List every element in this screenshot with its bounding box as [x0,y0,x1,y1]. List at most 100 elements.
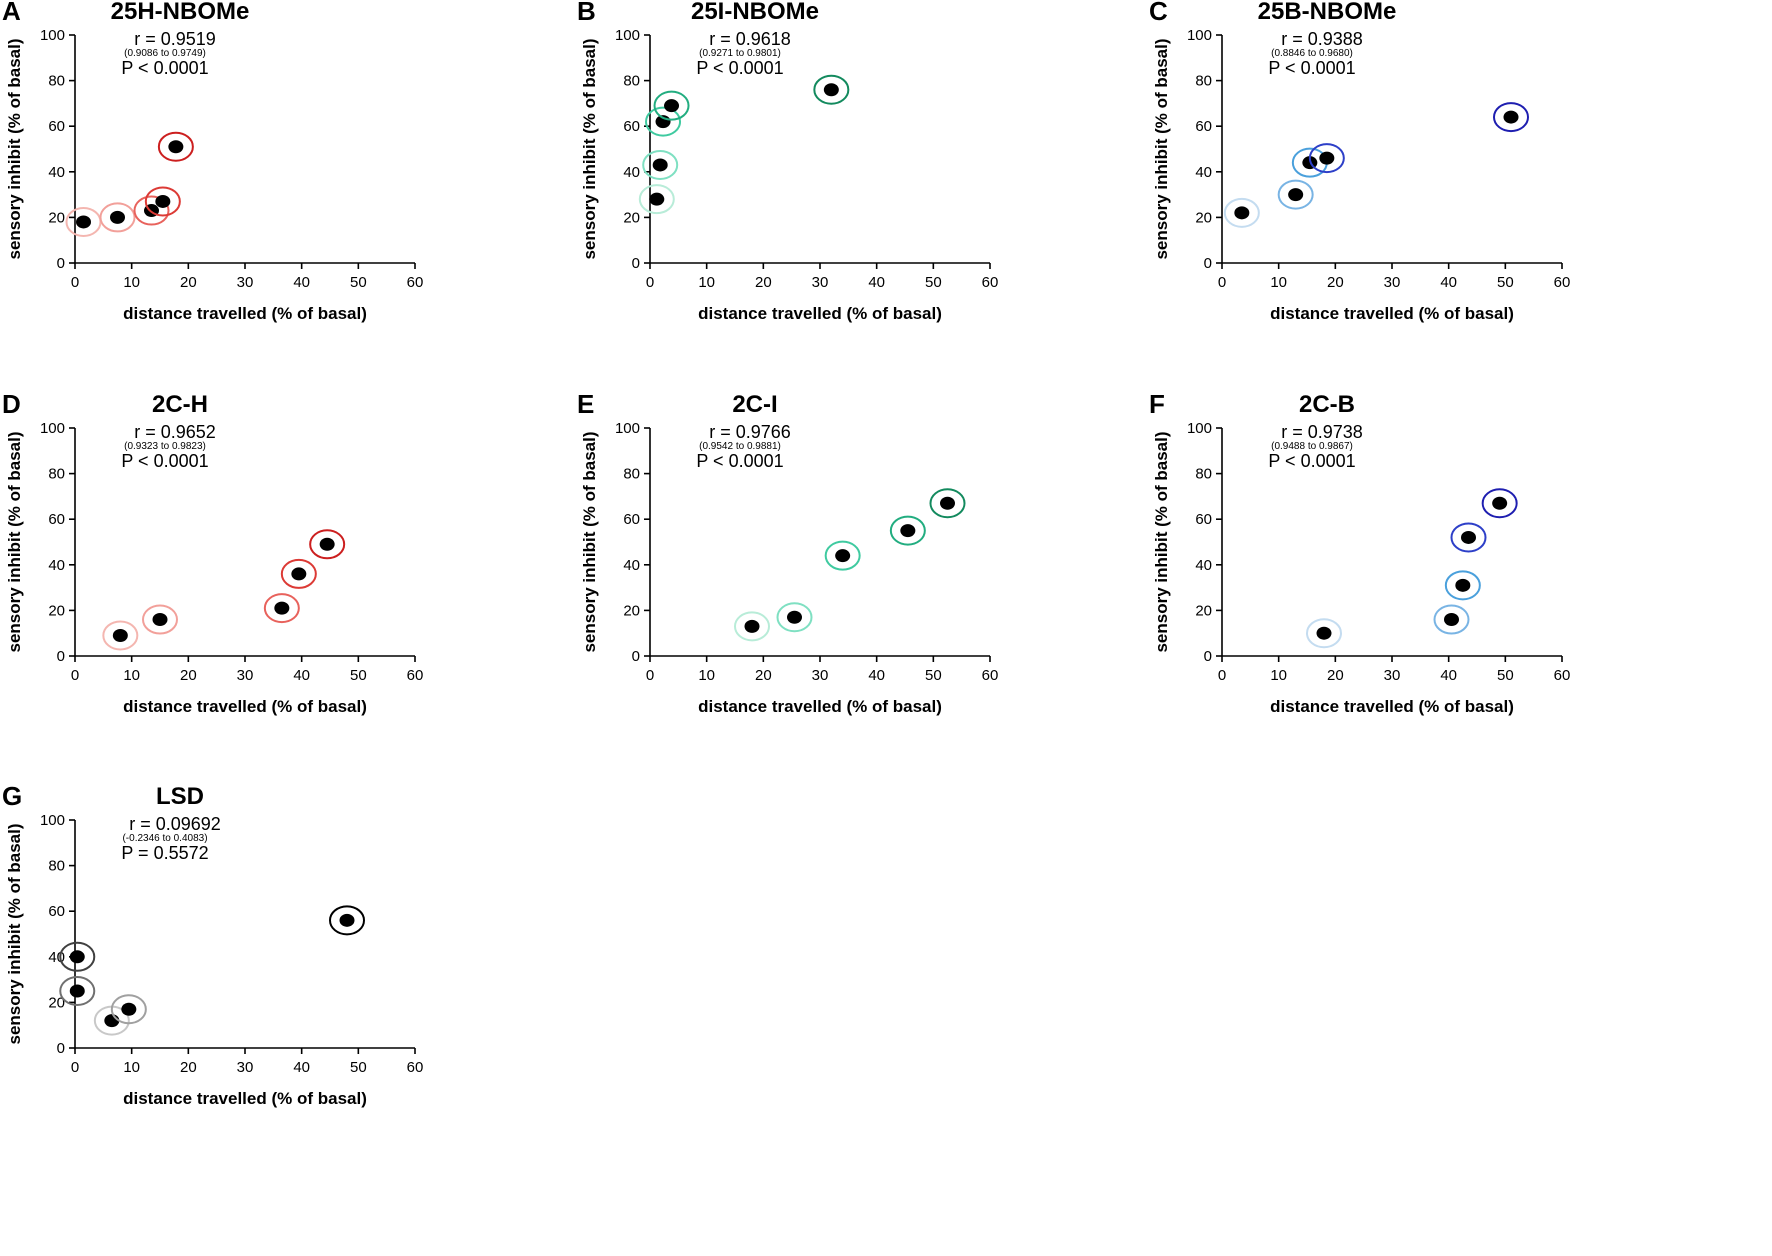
x-tick-label: 50 [350,667,367,684]
data-point [649,192,665,206]
y-axis-label: sensory inhibit (% of basal) [5,823,24,1044]
y-tick-label: 40 [623,557,640,574]
data-point [104,1014,120,1028]
point-ring [642,149,679,180]
y-tick-label: 60 [48,118,65,135]
y-tick-label: 0 [57,255,65,272]
y-tick-label: 20 [1195,602,1212,619]
r-value: r = 0.09692 [129,814,221,834]
point-ring [102,620,139,651]
confidence-interval: (0.9488 to 0.9867) [1271,441,1353,452]
y-axis-label: sensory inhibit (% of basal) [580,431,599,652]
panel-letter: A [2,0,21,26]
y-tick-label: 0 [632,255,640,272]
y-tick-label: 100 [40,420,65,437]
x-tick-label: 10 [1270,274,1287,291]
point-ring [1444,570,1481,601]
data-point [787,610,802,624]
panel-letter: E [577,389,594,419]
data-point [900,524,916,538]
y-tick-label: 20 [48,209,65,226]
y-tick-label: 60 [1195,511,1212,528]
point-ring [1450,522,1487,553]
point-ring [776,602,813,633]
x-tick-label: 30 [237,1059,254,1076]
y-tick-label: 0 [1204,255,1212,272]
x-tick-label: 30 [812,274,829,291]
data-point [319,537,335,551]
data-point [652,158,668,172]
y-tick-label: 80 [623,73,640,90]
point-ring [813,74,850,105]
data-point [1492,496,1508,510]
panel-letter: G [2,781,22,811]
p-value: P < 0.0001 [121,58,208,78]
data-point [1288,188,1304,202]
panel-f: F 2C-B r = 0.9738(0.9488 to 0.9867)P < 0.0… [1149,389,1570,716]
point-ring [280,558,317,589]
y-tick-label: 100 [615,27,640,44]
y-tick-label: 80 [623,466,640,483]
data-point [940,496,955,510]
r-value: r = 0.9766 [709,422,791,442]
x-tick-label: 40 [293,274,310,291]
data-point [291,567,307,581]
y-tick-label: 60 [623,511,640,528]
x-tick-label: 30 [237,274,254,291]
x-tick-label: 20 [180,1059,197,1076]
x-tick-label: 30 [237,667,254,684]
x-tick-label: 20 [180,274,197,291]
panel-c: C 25B-NBOMe r = 0.9388(0.8846 to 0.9680)P … [1149,0,1570,323]
panel-g: G LSD r = 0.09692(-0.2346 to 0.4083)P = 0.… [2,781,423,1108]
x-tick-label: 20 [1327,274,1344,291]
x-tick-label: 0 [1218,667,1226,684]
x-tick-label: 0 [1218,274,1226,291]
r-value: r = 0.9388 [1281,29,1363,49]
data-point [1503,110,1519,124]
point-ring [929,488,966,519]
x-tick-label: 40 [1440,274,1457,291]
x-tick-label: 0 [646,667,654,684]
y-tick-label: 100 [1187,27,1212,44]
x-tick-label: 60 [982,274,999,291]
y-tick-label: 20 [48,994,65,1011]
panel-a: A 25H-NBOMe r = 0.9519(0.9086 to 0.9749)P … [2,0,423,323]
data-point [835,549,851,563]
data-point [155,194,171,208]
x-tick-label: 40 [1440,667,1457,684]
data-point [1444,613,1459,627]
y-tick-label: 0 [57,1040,65,1057]
chart-title: 2C-H [152,391,208,418]
data-point [1461,530,1476,544]
y-tick-label: 80 [1195,466,1212,483]
point-ring [1308,143,1345,174]
point-ring [1433,604,1470,635]
point-ring [309,529,346,560]
panel-letter: C [1149,0,1168,26]
x-tick-label: 20 [180,667,197,684]
data-point [1234,206,1250,220]
point-ring [645,106,682,137]
p-value: P < 0.0001 [121,451,208,471]
p-value: P < 0.0001 [696,451,783,471]
point-ring [99,202,136,233]
y-tick-label: 20 [623,602,640,619]
x-tick-label: 0 [71,1059,79,1076]
data-point [152,613,168,627]
x-tick-label: 0 [646,274,654,291]
data-point [823,83,839,97]
y-tick-label: 0 [57,648,65,665]
y-tick-label: 80 [48,466,65,483]
point-ring [1493,102,1529,133]
y-tick-label: 0 [632,648,640,665]
point-ring [1277,179,1314,210]
data-point [69,984,85,998]
r-value: r = 0.9652 [134,422,216,442]
chart-title: 2C-I [732,391,777,418]
y-tick-label: 60 [623,118,640,135]
data-point [69,950,85,964]
panel-b: B 25I-NBOMe r = 0.9618(0.9271 to 0.9801)P … [577,0,998,323]
x-axis-label: distance travelled (% of basal) [1270,697,1514,716]
chart-title: 25I-NBOMe [691,0,819,25]
